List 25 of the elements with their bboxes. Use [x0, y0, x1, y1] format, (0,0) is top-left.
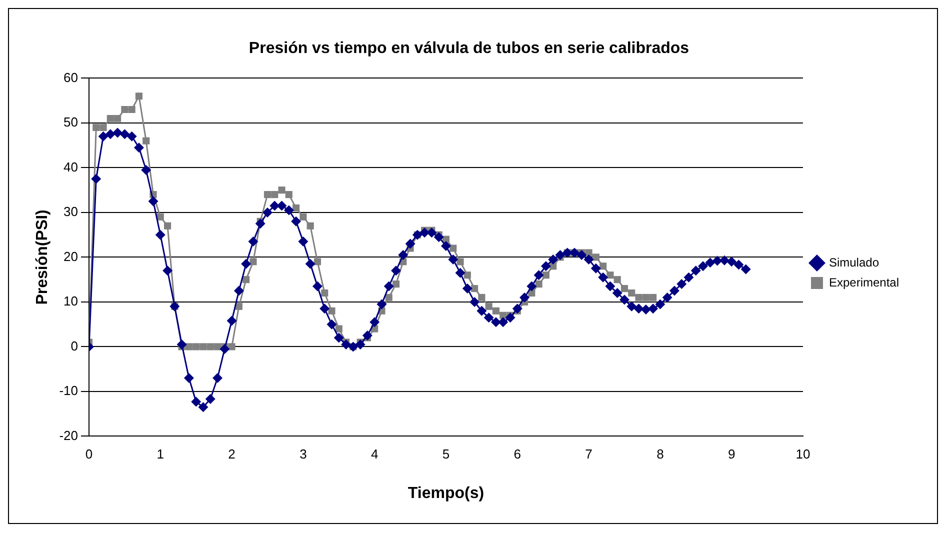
legend-label: Simulado: [828, 255, 880, 270]
chart-title: Presión vs tiempo en válvula de tubos en serie calibrados: [248, 40, 690, 58]
x-tick-label: 5: [442, 446, 450, 462]
legend-label: Experimental: [828, 275, 899, 290]
x-tick-label: 8: [656, 446, 664, 462]
x-tick-label: 3: [300, 446, 307, 462]
x-axis-title: Tiempo(s): [408, 484, 484, 502]
y-tick-label: 0: [70, 338, 78, 354]
y-tick-label: 20: [64, 248, 78, 264]
y-tick-label: -20: [59, 428, 78, 443]
y-tick-label: 30: [64, 204, 78, 220]
y-tick-label: 50: [64, 114, 78, 130]
y-tick-label: 40: [64, 159, 78, 174]
x-tick-label: 6: [514, 446, 521, 462]
x-tick-label: 9: [728, 446, 736, 462]
y-tick-label: -10: [59, 383, 78, 398]
x-tick-label: 1: [156, 446, 164, 462]
x-tick-label: 7: [585, 446, 592, 462]
y-axis-title: Presión(PSI): [34, 210, 52, 305]
y-tick-label: 60: [64, 70, 78, 85]
x-tick-label: 2: [228, 446, 236, 462]
x-tick-label: 0: [85, 446, 93, 462]
x-tick-label: 4: [370, 446, 378, 462]
y-tick-label: 10: [64, 294, 78, 309]
x-tick-label: 10: [796, 446, 810, 462]
